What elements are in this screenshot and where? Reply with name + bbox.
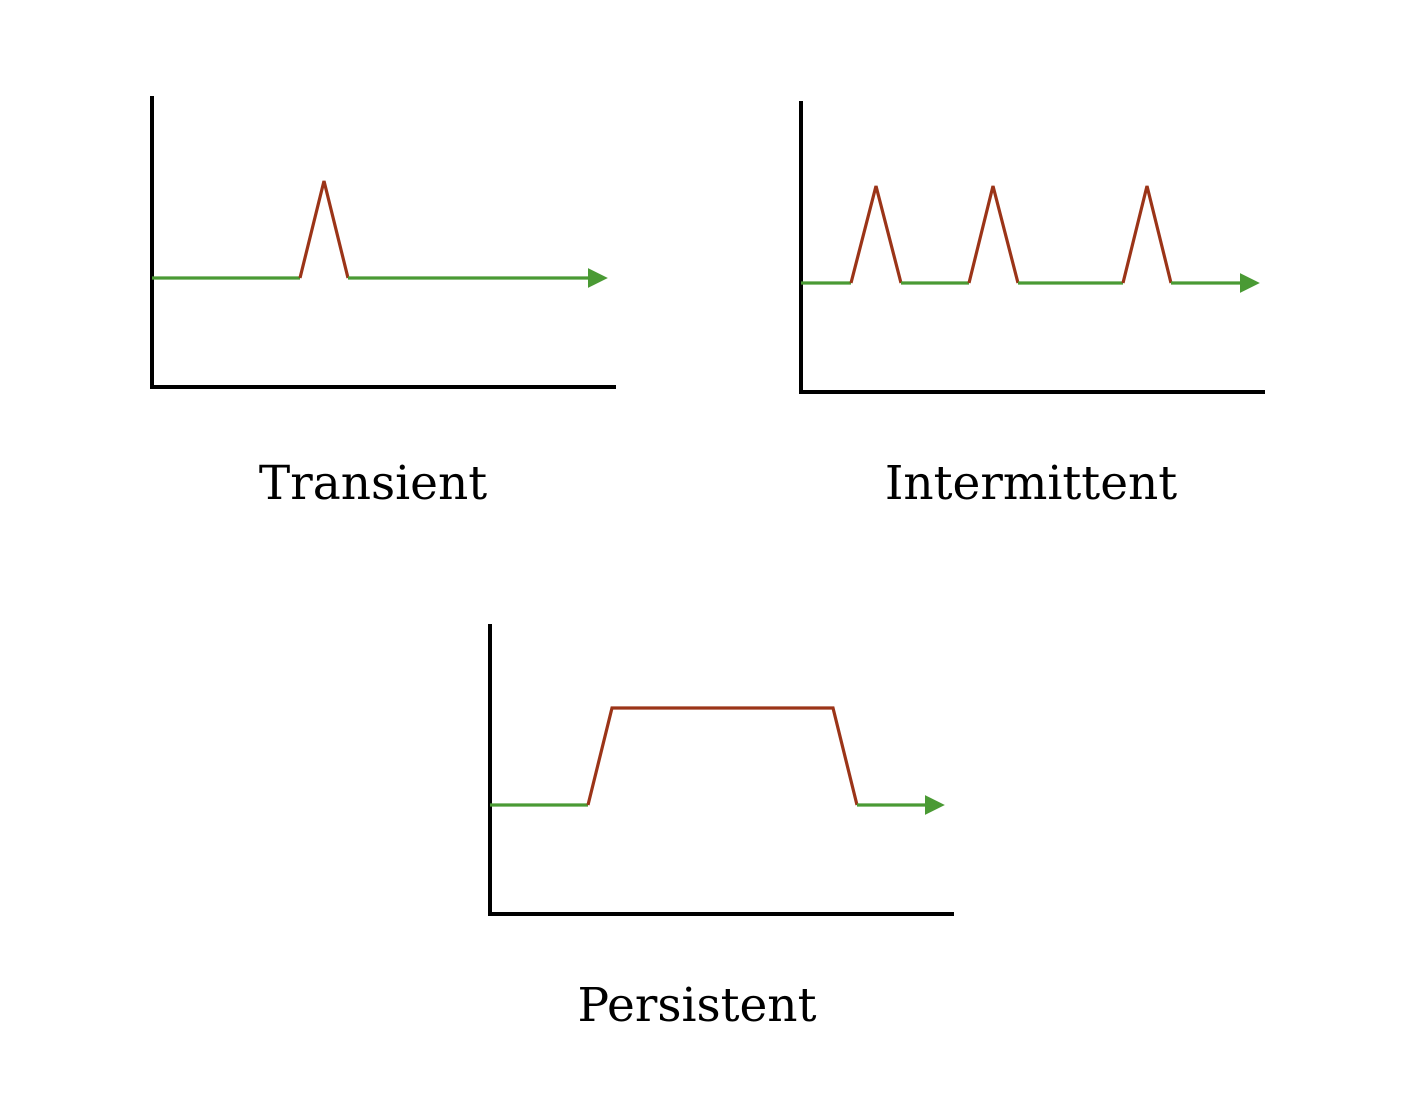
- panel-intermittent: Intermittent: [799, 101, 1265, 511]
- panel-label: Transient: [259, 456, 487, 511]
- axes: [488, 624, 954, 916]
- panel-persistent: Persistent: [488, 624, 954, 1033]
- panel-label: Intermittent: [885, 456, 1177, 511]
- panel-transient: Transient: [150, 96, 616, 511]
- fault-plateau: [586, 706, 859, 806]
- panel-label: Persistent: [578, 978, 817, 1033]
- axes: [150, 96, 616, 389]
- axes: [799, 101, 1265, 394]
- fault-spike: [849, 185, 903, 284]
- fault-spike: [298, 180, 350, 279]
- fault-spike: [1121, 185, 1173, 284]
- fault-spike: [967, 185, 1020, 284]
